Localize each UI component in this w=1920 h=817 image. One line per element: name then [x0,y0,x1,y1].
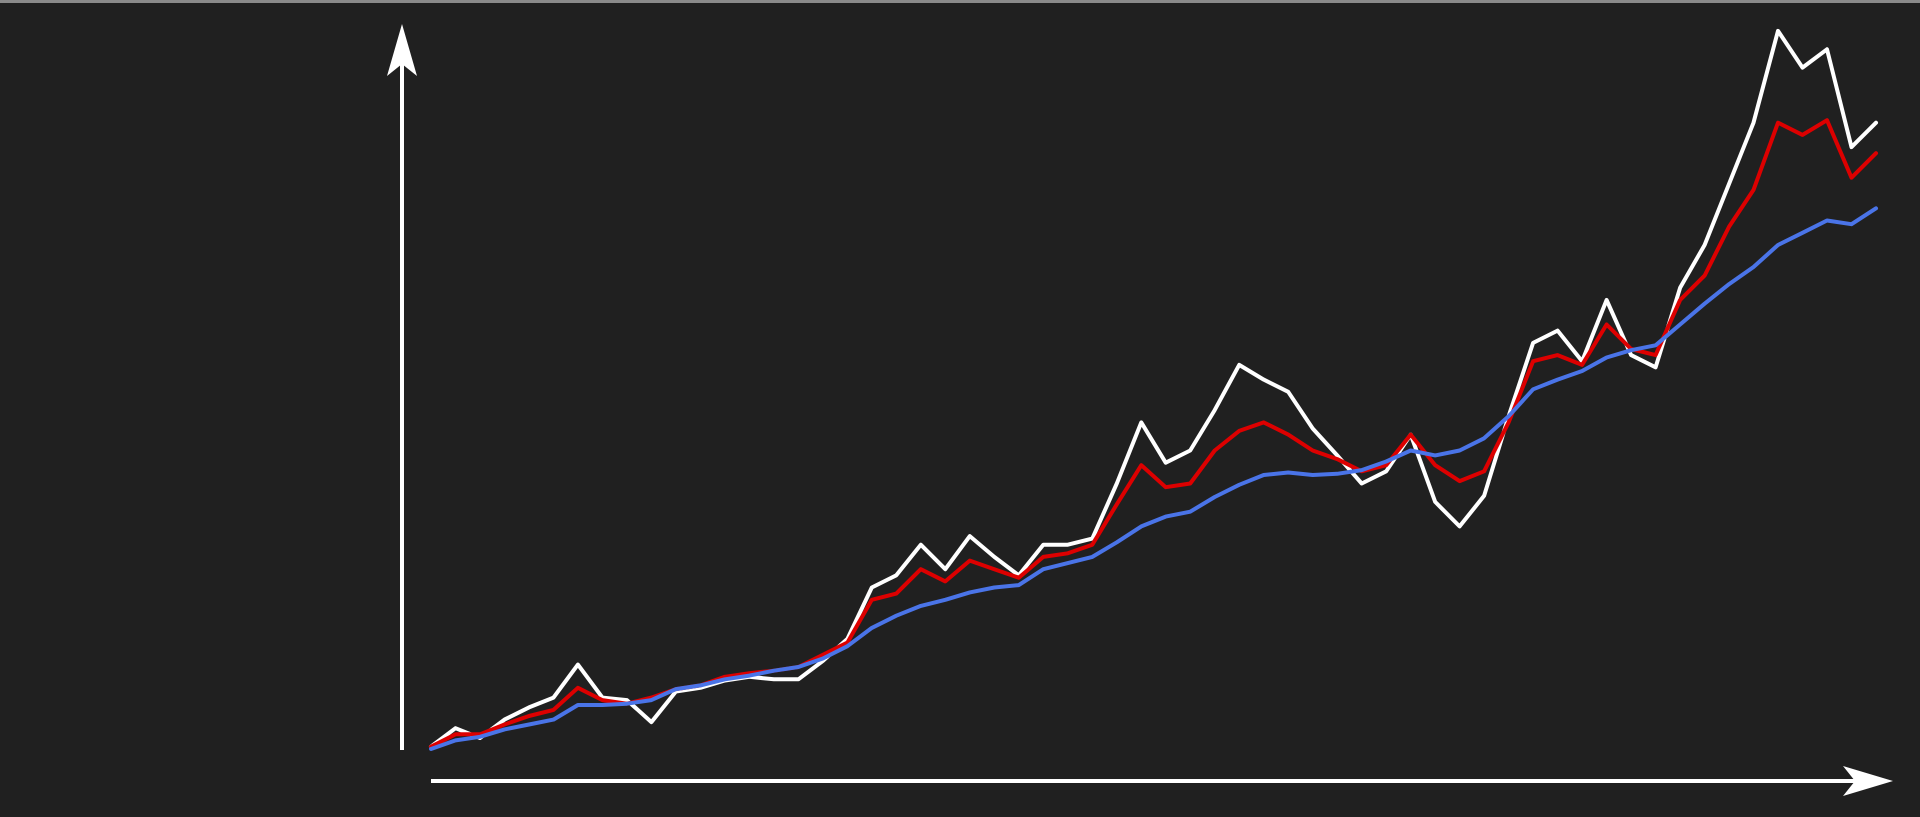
top-border [0,0,1920,3]
line-series [429,206,1878,751]
plot-area [429,28,1878,751]
line-series [429,28,1878,749]
x-axis-arrow [1843,766,1893,796]
y-axis-arrow [387,24,417,76]
